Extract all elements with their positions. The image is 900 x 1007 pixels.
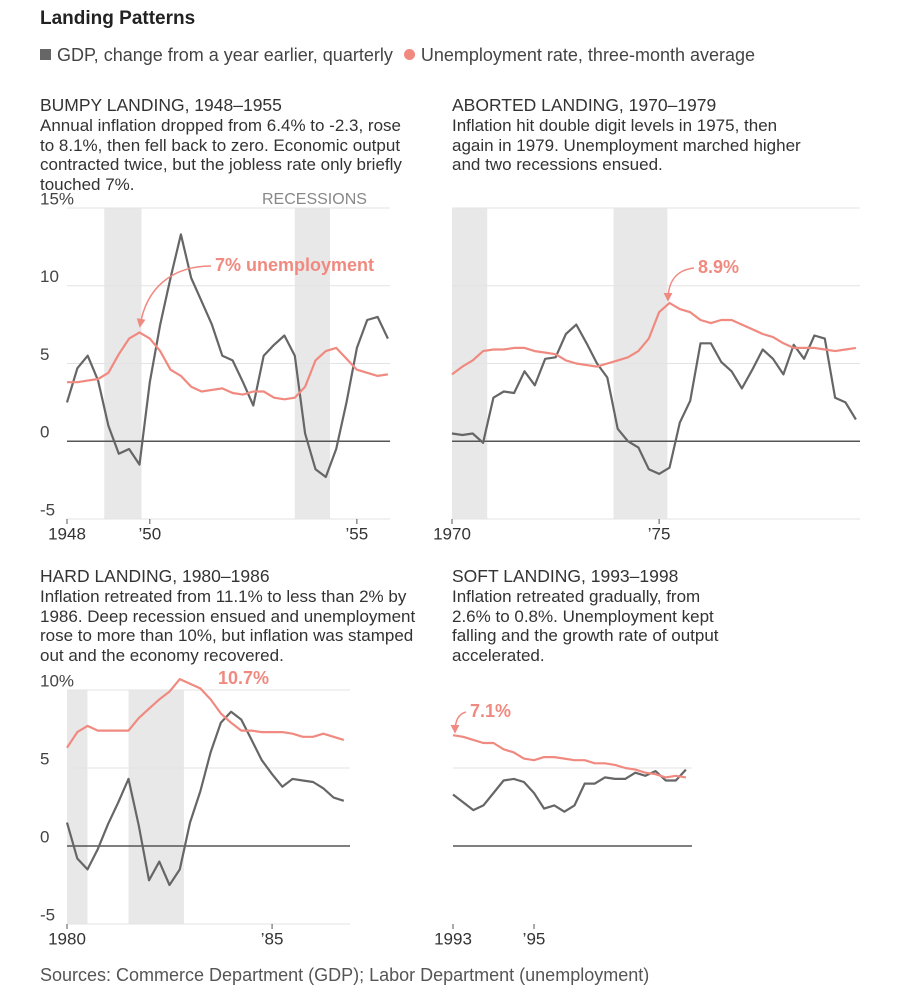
x-tick-label: 1993: [434, 929, 472, 948]
legend-label: Unemployment rate, three-month average: [420, 45, 756, 65]
panel-description: Inflation hit double digit levels in 197…: [452, 116, 801, 174]
x-tick-label: 1948: [48, 524, 86, 543]
panel-title: SOFT LANDING, 1993–1998: [452, 566, 679, 586]
y-tick-label: 15%: [40, 189, 74, 208]
panel-title: BUMPY LANDING, 1948–1955: [40, 95, 282, 115]
legend-swatch: [40, 49, 51, 60]
annotation-arrow: [136, 265, 212, 328]
annotation: 8.9%: [698, 257, 739, 277]
panel-description: Inflation retreated gradually, from 2.6%…: [452, 587, 719, 665]
annotation: 7% unemployment: [215, 255, 374, 275]
legend-label: GDP, change from a year earlier, quarter…: [57, 45, 393, 65]
recession-label: RECESSIONS: [262, 191, 367, 208]
x-tick-label: ’95: [523, 929, 546, 948]
annotation-arrow: [450, 711, 467, 734]
y-tick-label: -5: [40, 500, 55, 519]
annotation: 10.7%: [218, 668, 269, 688]
series-line: [65, 233, 389, 479]
x-tick-label: ’55: [346, 524, 369, 543]
y-tick-label: -5: [40, 905, 55, 924]
y-tick-label: 5: [40, 749, 49, 768]
y-tick-label: 5: [40, 345, 49, 364]
series-line: [451, 301, 857, 376]
panel-title: HARD LANDING, 1980–1986: [40, 566, 270, 586]
panel-description: Annual inflation dropped from 6.4% to -2…: [40, 116, 402, 194]
series-line: [65, 710, 345, 887]
series-line: [452, 768, 687, 813]
y-tick-label: 0: [40, 827, 49, 846]
recession-band: [128, 690, 184, 924]
page-title: Landing Patterns: [40, 8, 196, 29]
annotation: 7.1%: [470, 701, 511, 721]
x-tick-label: ’50: [138, 524, 161, 543]
series-line: [451, 323, 857, 475]
x-tick-label: 1980: [48, 929, 86, 948]
series-line: [67, 331, 389, 401]
x-tick-label: ’75: [648, 524, 671, 543]
y-tick-label: 10%: [40, 671, 74, 690]
legend-swatch: [403, 49, 415, 60]
panel-title: ABORTED LANDING, 1970–1979: [452, 95, 717, 115]
series-line: [452, 734, 687, 779]
recession-band: [67, 690, 88, 924]
series-line: [66, 678, 345, 749]
y-tick-label: 10: [40, 267, 59, 286]
x-tick-label: ’85: [261, 929, 284, 948]
annotation-arrow: [663, 267, 695, 302]
x-tick-label: 1970: [433, 524, 471, 543]
legend: GDP, change from a year earlier, quarter…: [40, 45, 755, 66]
source-note: Sources: Commerce Department (GDP); Labo…: [40, 965, 650, 985]
panel-description: Inflation retreated from 11.1% to less t…: [40, 587, 416, 665]
y-tick-label: 0: [40, 423, 49, 442]
